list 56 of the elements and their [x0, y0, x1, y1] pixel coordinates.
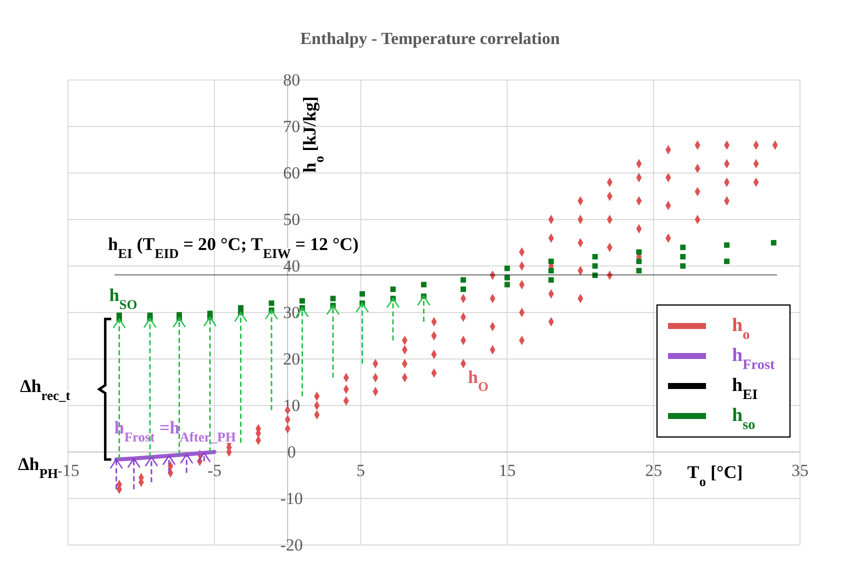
legend-label: h$_{o}$	[732, 315, 750, 343]
point	[330, 296, 336, 302]
point	[636, 268, 642, 274]
point	[592, 254, 598, 260]
y-tick-label: -20	[280, 535, 303, 554]
y-tick-label: 60	[283, 163, 300, 182]
x-tick-label: 15	[498, 461, 516, 480]
point	[548, 258, 554, 264]
point	[680, 263, 686, 269]
annotation: Δh$_{rec_t}$	[20, 376, 71, 402]
point	[460, 286, 466, 292]
x-tick-label: 5	[356, 461, 366, 480]
chart-title: Enthalpy - Temperature correlation	[300, 29, 560, 48]
x-tick-label: 35	[792, 461, 808, 480]
point	[636, 249, 642, 255]
point	[636, 258, 642, 264]
point	[147, 312, 153, 318]
y-tick-label: 80	[283, 70, 300, 90]
point	[268, 300, 274, 306]
y-tick-label: 30	[283, 302, 300, 322]
point	[421, 282, 426, 288]
x-axis-title: T$_{o}$ [°C]	[687, 462, 743, 488]
annotation: h$_{SO}$	[109, 285, 138, 312]
point	[504, 266, 510, 272]
point	[460, 277, 466, 283]
point	[116, 312, 122, 318]
annotation: h$_{EI}$ (T$_{EID}$ = 20 °C; T$_{EIW}$ = 12 °C)	[108, 234, 359, 260]
legend-label: h$_{EI}$	[732, 375, 758, 403]
point	[504, 274, 510, 280]
point	[680, 244, 686, 250]
point	[724, 258, 730, 264]
point	[680, 254, 686, 260]
annotation: h$_{O}$	[468, 367, 489, 394]
point	[504, 282, 510, 288]
point	[592, 272, 598, 278]
point	[360, 291, 365, 297]
y-tick-label: -10	[280, 488, 303, 508]
x-tick-label: -15	[56, 461, 80, 480]
x-tick-label: -5	[207, 461, 222, 480]
point	[770, 240, 776, 246]
x-tick-label: 25	[645, 461, 662, 480]
point	[176, 312, 182, 318]
point	[390, 286, 396, 292]
legend-label: h$_{Frost}$	[732, 345, 776, 373]
point	[300, 298, 305, 304]
y-tick-label: 20	[283, 349, 300, 368]
point	[548, 277, 554, 283]
point	[592, 263, 598, 269]
y-tick-label: 0	[287, 442, 296, 462]
y-tick-label: 50	[283, 210, 300, 229]
point	[548, 268, 554, 274]
point	[207, 310, 213, 316]
legend-label: h$_{so}$	[732, 405, 756, 433]
text: Δh$_{PH}$	[18, 454, 59, 480]
y-tick-label: 70	[283, 116, 300, 136]
point	[724, 242, 730, 248]
